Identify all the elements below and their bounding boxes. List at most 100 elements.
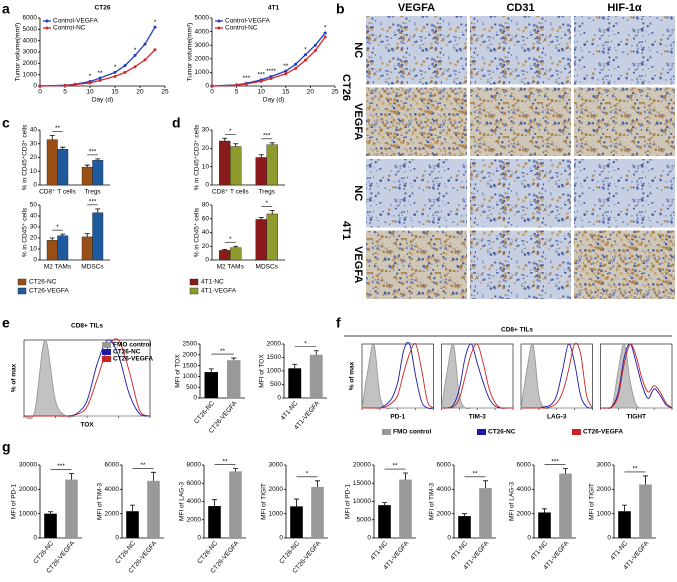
marker (244, 82, 248, 86)
y-tick-label: 6000 (23, 15, 38, 22)
x-tick-label: 10 (86, 89, 94, 96)
bar (204, 372, 218, 398)
y-tick-label: 1000 (195, 69, 210, 76)
legend-label: FMO control (393, 429, 431, 436)
annotation: **** (266, 68, 277, 75)
error-bar (563, 468, 568, 474)
chart-title: CD8+ TILs (71, 323, 103, 330)
bar (65, 479, 78, 538)
y-tick-label: 0 (197, 535, 201, 542)
histogram-curve (23, 338, 151, 417)
error-bar (49, 135, 55, 140)
plot-frame (600, 343, 673, 409)
bar (290, 506, 303, 538)
bar (219, 140, 231, 186)
ihc-image (470, 87, 571, 156)
marker (294, 66, 298, 70)
annotation: ** (283, 63, 289, 70)
marker (63, 83, 67, 87)
error-bar (233, 143, 239, 147)
x-tick-label: 4T1-NC (449, 540, 469, 562)
y-tick-label: 0 (367, 535, 371, 542)
legend-label: Control-NC (53, 25, 86, 32)
panel-label: g (2, 439, 11, 455)
y-tick-label: 3000 (597, 462, 612, 469)
marker (303, 58, 307, 62)
y-tick-label: 2000 (597, 486, 612, 493)
bar (255, 157, 267, 186)
annotation: * (324, 25, 327, 32)
marker (113, 74, 117, 78)
x-tick-label: 4T1-NC (529, 540, 549, 562)
y-tick-label: 1000 (267, 368, 282, 375)
y-tick-label: 20 (30, 235, 38, 242)
chart-title: CD8+ TILs (501, 327, 533, 334)
y-tick-label: 20 (30, 154, 38, 161)
marker (153, 48, 157, 52)
legend-marker (45, 26, 49, 30)
y-tick-label: 30 (202, 127, 210, 134)
y-tick-label: 2000 (183, 352, 198, 359)
annotation: * (89, 73, 92, 80)
y-tick-label: 50 (30, 202, 38, 209)
legend-swatch (102, 356, 111, 362)
error-bar (294, 498, 299, 507)
y-tick-label: 0 (447, 535, 451, 542)
x-axis-label: TIM-3 (469, 414, 486, 421)
y-tick-label: 2000 (195, 56, 210, 63)
y-axis-label: MFI of TIGIT (588, 483, 595, 520)
error-bar (49, 237, 55, 241)
marker (88, 81, 92, 85)
x-tick-label: 5 (235, 89, 239, 96)
legend-label: CT26-NC (488, 429, 516, 436)
y-tick-label: 20 (202, 145, 210, 152)
sig-label: * (229, 236, 232, 243)
y-tick-label: 1000 (269, 510, 284, 517)
y-tick-label: 8000 (187, 462, 202, 469)
bar (229, 471, 242, 538)
error-bar (258, 216, 264, 220)
legend-label: CT26-VEGFA (29, 288, 69, 295)
bar (378, 505, 391, 538)
y-tick-label: 0 (527, 535, 531, 542)
histogram-curve (23, 339, 150, 420)
y-tick-label: 1500 (183, 362, 198, 369)
x-tick-label: CT26-NC (193, 400, 216, 426)
y-axis-label: % in CD45⁺ cells (194, 207, 201, 257)
bar (255, 219, 267, 261)
histogram-curve (362, 342, 434, 409)
legend-swatch (102, 349, 111, 355)
marker (98, 78, 102, 82)
y-tick-label: 500 (270, 381, 281, 388)
error-bar (233, 245, 239, 248)
legend-swatch (17, 278, 27, 286)
y-tick-label: 20 (202, 243, 210, 250)
y-tick-label: 0 (193, 395, 197, 402)
marker (143, 42, 147, 46)
error-bar (151, 471, 156, 481)
ihc-image (574, 16, 675, 85)
y-tick-label: 2000 (187, 516, 202, 523)
x-tick-label: CD8⁺ T cells (39, 189, 77, 196)
y-tick-label: 1000 (23, 71, 38, 78)
error-bar (84, 233, 90, 237)
y-axis-label: % of max (349, 361, 356, 390)
ihc-image (574, 87, 675, 156)
error-bar (95, 208, 101, 213)
histogram-curve (600, 343, 672, 410)
marker (284, 69, 288, 73)
error-bar (69, 473, 74, 480)
error-bar (462, 513, 467, 517)
bar (538, 512, 551, 538)
legend-label: CT26-VEGFA (113, 356, 153, 363)
sig-label: * (56, 224, 59, 231)
y-tick-label: 0 (279, 535, 283, 542)
sig-label: ** (220, 348, 226, 355)
x-tick-label: Tregs (84, 189, 101, 196)
x-tick-label: 4T1-NC (609, 540, 629, 562)
y-tick-label: 0 (33, 83, 37, 90)
y-tick-label: 0 (205, 257, 209, 264)
sig-label: ** (632, 466, 638, 473)
x-axis-label: LAG-3 (547, 414, 567, 421)
